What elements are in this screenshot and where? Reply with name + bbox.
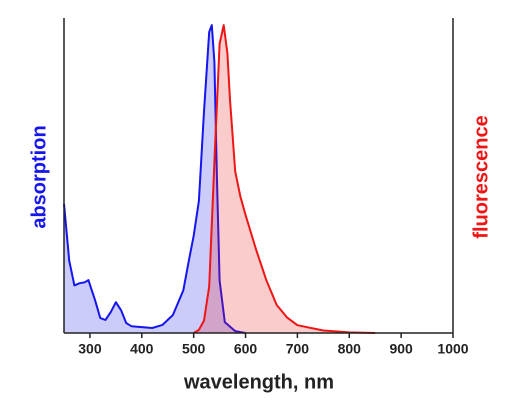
x-tick-label: 600 xyxy=(234,341,258,357)
x-tick-label: 400 xyxy=(130,341,154,357)
x-tick-label: 500 xyxy=(182,341,206,357)
x-tick-label: 900 xyxy=(389,341,413,357)
area xyxy=(64,25,246,333)
x-axis-title: wavelength, nm xyxy=(183,371,334,393)
y2-axis-title: fluorescence xyxy=(470,115,492,238)
line xyxy=(63,24,246,334)
x-tick-label: 300 xyxy=(78,341,102,357)
x-tick-label: 1000 xyxy=(437,341,468,357)
line xyxy=(193,24,376,334)
x-tick-label: 800 xyxy=(338,341,362,357)
y-axis-title: absorption xyxy=(28,125,50,228)
x-tick-label: 700 xyxy=(286,341,310,357)
area xyxy=(193,25,376,333)
